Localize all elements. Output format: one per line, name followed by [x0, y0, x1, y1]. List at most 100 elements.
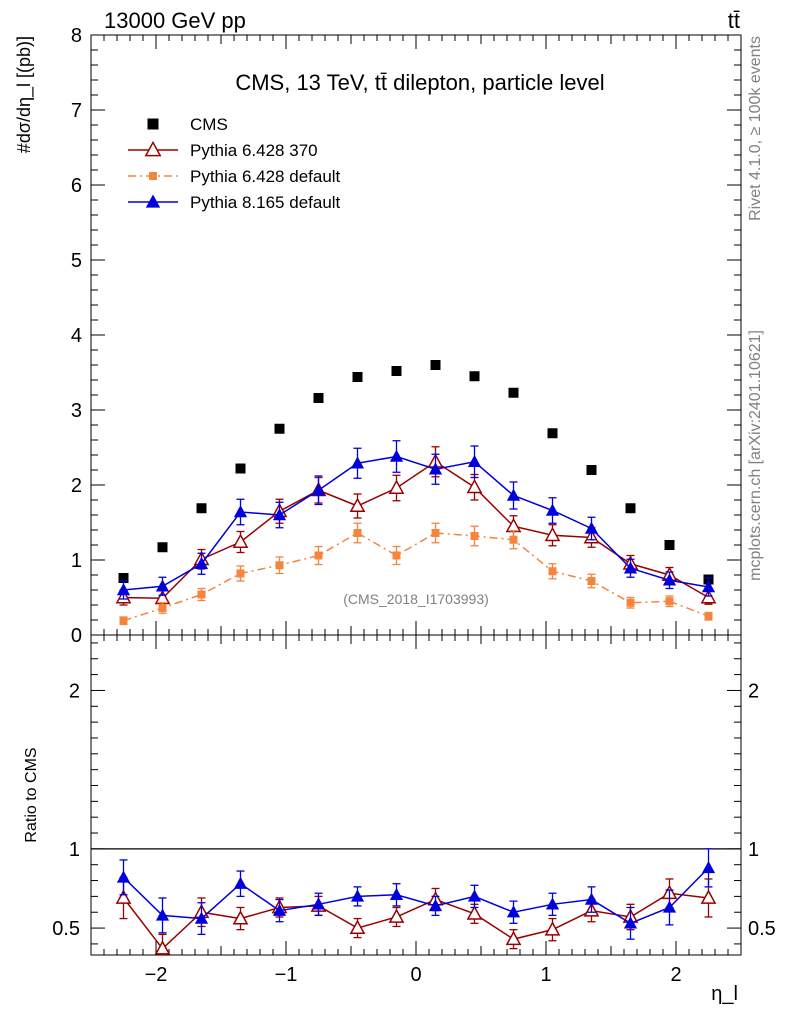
series-line-pythia-6-428-370: [123, 460, 709, 600]
mcplots-label: mcplots.cern.ch [arXiv:2401.10621]: [747, 330, 764, 581]
data-point: [626, 598, 635, 607]
data-point: [508, 387, 519, 398]
x-tick-label: −2: [145, 964, 168, 986]
data-point: [353, 529, 362, 537]
y-tick-label: 2: [69, 680, 80, 702]
data-point: [158, 604, 167, 612]
data-point: [584, 892, 599, 905]
legend-marker: [144, 140, 162, 157]
data-point: [274, 423, 285, 434]
data-point: [389, 887, 404, 900]
y-tick-label: 0: [71, 625, 82, 647]
data-point: [665, 597, 674, 606]
series-line-pythia-8-165-default: [123, 455, 709, 591]
data-point: [311, 897, 326, 910]
data-point: [701, 860, 716, 874]
data-point: [155, 579, 170, 592]
data-point: [388, 908, 405, 923]
data-point: [431, 529, 440, 537]
data-point: [506, 905, 521, 918]
data-point: [469, 371, 480, 382]
ratio-y-axis-label: Ratio to CMS: [23, 747, 40, 842]
data-point: [466, 478, 483, 494]
legend-item-pythia-8-165-default: Pythia 8.165 default: [128, 193, 341, 212]
data-point: [467, 454, 482, 467]
data-point: [544, 921, 561, 936]
data-point: [349, 919, 366, 935]
plot-title: CMS, 13 TeV, tt̄ dilepton, particle leve…: [235, 70, 604, 95]
data-point: [194, 556, 209, 569]
legend-item-cms: CMS: [147, 115, 228, 134]
ratio-plot-frame: [90, 634, 742, 956]
y-tick-label: 4: [71, 325, 82, 347]
legend-item-pythia-6-428-default: Pythia 6.428 default: [128, 167, 341, 186]
data-point: [118, 573, 129, 583]
ratio-axes: −2 −1 0 1 2 0.5 0.5 1 1 2 2: [52, 635, 776, 986]
data-point: [311, 483, 326, 496]
data-point: [664, 540, 675, 550]
data-point: [272, 508, 287, 521]
data-point: [700, 889, 717, 904]
series-pythia-8-165-default: [116, 440, 716, 600]
data-point: [587, 577, 596, 585]
data-point: [232, 533, 249, 548]
series-line-pythia-6-428-370: [122, 892, 709, 950]
analysis-watermark: (CMS_2018_I1703993): [343, 591, 489, 607]
data-point: [623, 561, 638, 574]
main-plot-area: [115, 360, 717, 626]
rivet-version-label: Rivet 4.1.0, ≥ 100k events: [747, 36, 764, 221]
data-point: [388, 479, 405, 494]
legend-label: Pythia 6.428 370: [190, 141, 318, 160]
series-pythia-6-428-default: [119, 522, 713, 626]
data-point: [470, 532, 479, 540]
x-axis-label: η_l: [711, 983, 738, 1005]
data-point: [275, 561, 284, 570]
data-point: [701, 580, 716, 593]
data-point: [119, 616, 128, 625]
legend-marker: [149, 172, 157, 180]
data-point: [586, 465, 597, 475]
data-point: [545, 897, 560, 910]
legend: CMS Pythia 6.428 370 Pythia 6.428 default P…: [128, 115, 341, 212]
data-point: [428, 898, 443, 912]
data-point: [194, 911, 209, 924]
y-tick-label: 6: [71, 175, 82, 197]
series-pythia-8-165-default: [116, 848, 716, 940]
data-point: [313, 393, 324, 403]
legend-item-pythia-6-428-370: Pythia 6.428 370: [128, 140, 318, 160]
y-tick-label: 7: [71, 100, 82, 122]
data-point: [662, 900, 677, 913]
legend-label: Pythia 8.165 default: [190, 193, 341, 212]
process-label: tt̄: [728, 8, 740, 33]
legend-marker: [145, 194, 161, 208]
data-point: [391, 366, 402, 376]
y-tick-label: 1: [69, 839, 80, 861]
data-point: [314, 551, 323, 560]
y-tick-label-right: 1: [748, 839, 759, 861]
series-cms: [118, 360, 714, 585]
y-tick-label: 2: [71, 475, 82, 497]
data-point: [389, 449, 404, 462]
x-tick-label: 2: [670, 964, 681, 986]
data-point: [116, 870, 131, 883]
data-point: [352, 372, 363, 382]
data-point: [236, 569, 245, 578]
data-point: [157, 542, 168, 553]
data-point: [662, 573, 677, 586]
legend-label: CMS: [190, 115, 228, 134]
data-point: [506, 488, 521, 501]
legend-label: Pythia 6.428 default: [190, 167, 341, 186]
data-point: [233, 876, 248, 889]
x-tick-label: −1: [275, 964, 298, 986]
y-tick-label: 3: [71, 400, 82, 422]
y-tick-label-right: 2: [748, 680, 759, 702]
series-line-pythia-8-165-default: [122, 867, 710, 925]
data-point: [196, 503, 207, 514]
series-pythia-6-428-370: [115, 446, 717, 607]
data-point: [197, 590, 206, 599]
data-point: [505, 930, 522, 946]
main-y-axis-label: #dσ/dη_l [(pb)]: [14, 36, 35, 153]
data-point: [392, 551, 401, 560]
data-point: [548, 567, 557, 576]
